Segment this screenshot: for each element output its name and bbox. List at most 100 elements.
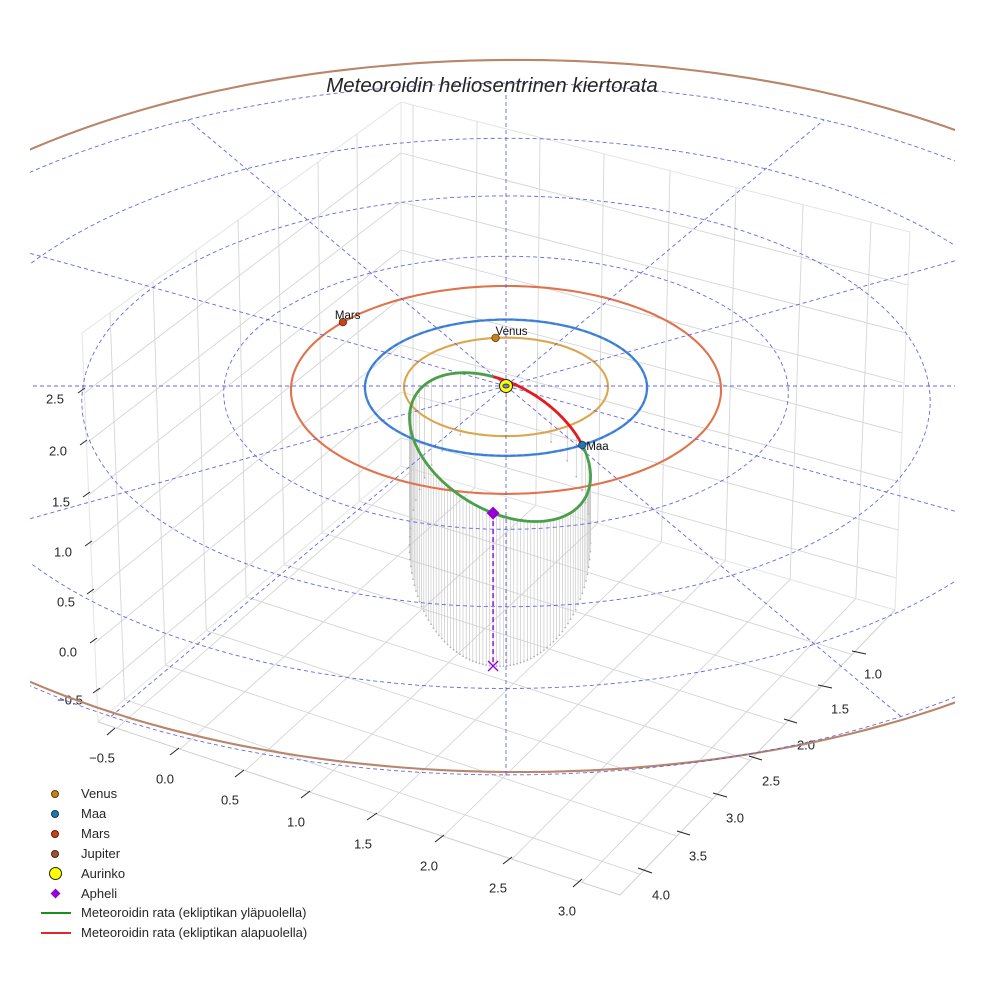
right-pane-gridline — [400, 201, 907, 334]
planet-label-mars: Mars — [335, 310, 361, 322]
drop-line-foot — [495, 665, 498, 668]
left-pane-gridline — [88, 249, 402, 496]
drop-line-foot — [516, 662, 519, 665]
drop-line-foot — [552, 640, 555, 643]
y-tick-mark — [851, 650, 867, 655]
drop-line-foot — [420, 605, 423, 608]
z-tick-mark — [92, 687, 101, 694]
drop-line-foot — [587, 566, 590, 569]
legend-key — [38, 844, 74, 864]
y-tick-mark — [637, 867, 653, 874]
drop-line-foot — [455, 651, 458, 653]
drop-line-foot — [425, 614, 428, 617]
x-tick-label: 1.0 — [287, 815, 305, 830]
x-tick-label: −0.5 — [89, 751, 115, 766]
left-pane-gridline — [86, 201, 402, 444]
drop-line-foot — [412, 578, 414, 581]
legend-label: Venus — [81, 786, 118, 802]
drop-line-foot — [581, 489, 583, 492]
floor-gridline — [442, 560, 726, 837]
floor-gridline — [165, 664, 678, 837]
drop-line-foot — [432, 627, 435, 629]
markers: Venus Maa Mars — [335, 310, 609, 672]
z-tick-mark — [79, 439, 88, 446]
y-tick-label: 3.0 — [726, 811, 744, 826]
right-pane-gridline — [400, 437, 897, 579]
legend-key — [38, 784, 74, 804]
x-tick-mark — [234, 769, 245, 778]
x-tick-mark — [572, 878, 583, 888]
legend-item-aurinko: Aurinko — [38, 863, 307, 883]
drop-line-foot — [415, 590, 417, 592]
left-pane-gridline — [84, 152, 402, 394]
mars-marker-icon — [51, 829, 59, 838]
y-tick-label: 1.0 — [864, 667, 882, 682]
legend-item-jupiter: Jupiter — [38, 844, 307, 864]
meteoroid-drop-lines — [408, 372, 592, 668]
drop-line-foot — [408, 543, 411, 546]
earth-marker-icon — [51, 809, 59, 818]
drop-line-foot — [418, 488, 421, 491]
legend-item-orbit-above: Meteoroidin rata (ekliptikan yläpuolella… — [38, 903, 307, 923]
legend-key — [38, 863, 74, 883]
jupiter-marker-icon — [51, 849, 59, 858]
drop-line-foot — [418, 600, 421, 603]
drop-line-foot — [564, 626, 567, 629]
drop-line-foot — [574, 608, 577, 611]
left-pane-gridline — [277, 191, 285, 565]
drop-line-foot — [423, 476, 426, 479]
drop-line-foot — [441, 449, 444, 452]
floor-gridline — [244, 504, 537, 772]
drop-line-foot — [588, 558, 591, 561]
right-pane-gridline — [400, 391, 899, 531]
green-line-icon — [41, 911, 71, 915]
floor-gridline — [124, 699, 641, 875]
drop-line-foot — [485, 664, 488, 666]
left-pane-gridline — [237, 220, 247, 597]
drop-line-foot — [446, 643, 449, 646]
drop-line-foot — [529, 657, 532, 660]
left-pane-gridline — [109, 312, 125, 700]
drop-line-foot — [468, 658, 471, 661]
red-line-icon — [41, 931, 71, 934]
drop-line-foot — [410, 518, 413, 521]
ecliptic-grid-spoke — [505, 385, 902, 717]
y-tick-mark — [676, 830, 691, 836]
left-pane-gridline — [96, 437, 402, 693]
legend-item-orbit-below: Meteoroidin rata (ekliptikan alapuolella… — [38, 923, 307, 943]
y-tick-mark — [817, 684, 833, 689]
legend-label: Maa — [81, 806, 107, 822]
legend-item-venus: Venus — [38, 784, 307, 804]
y-tick-mark — [783, 718, 798, 724]
drop-line-foot — [572, 613, 575, 616]
ecliptic-polar-grid — [30, 82, 955, 776]
legend-item-apheli: Apheli — [38, 883, 307, 903]
z-tick-label: 0.0 — [59, 645, 77, 660]
y-tick-label: 4.0 — [652, 888, 670, 903]
floor-gridline — [116, 469, 414, 729]
drop-line-foot — [512, 663, 515, 666]
x-tick-label: 0.5 — [221, 793, 239, 808]
y-tick-mark — [712, 792, 728, 798]
ecliptic-grid-spoke — [187, 119, 507, 387]
floor-gridline — [179, 487, 476, 750]
ecliptic-grid-circle — [30, 82, 955, 776]
right-pane-gridline — [661, 170, 671, 542]
x-tick-mark — [106, 727, 116, 736]
drop-line-foot — [549, 643, 552, 646]
drop-line-foot — [462, 655, 464, 658]
x-tick-mark — [366, 812, 378, 821]
drop-line-foot — [415, 499, 417, 501]
drop-line-foot — [533, 655, 535, 658]
drop-line-foot — [539, 651, 542, 654]
drop-line-foot — [555, 637, 558, 640]
legend-key — [38, 883, 74, 903]
floor-gridline — [359, 500, 853, 655]
z-tick-mark — [84, 540, 93, 547]
pane-edge — [400, 465, 896, 611]
drop-line-foot — [408, 535, 411, 538]
x-tick-label: 3.0 — [558, 904, 576, 919]
drop-line-foot — [416, 595, 419, 598]
drop-line-foot — [409, 527, 412, 530]
